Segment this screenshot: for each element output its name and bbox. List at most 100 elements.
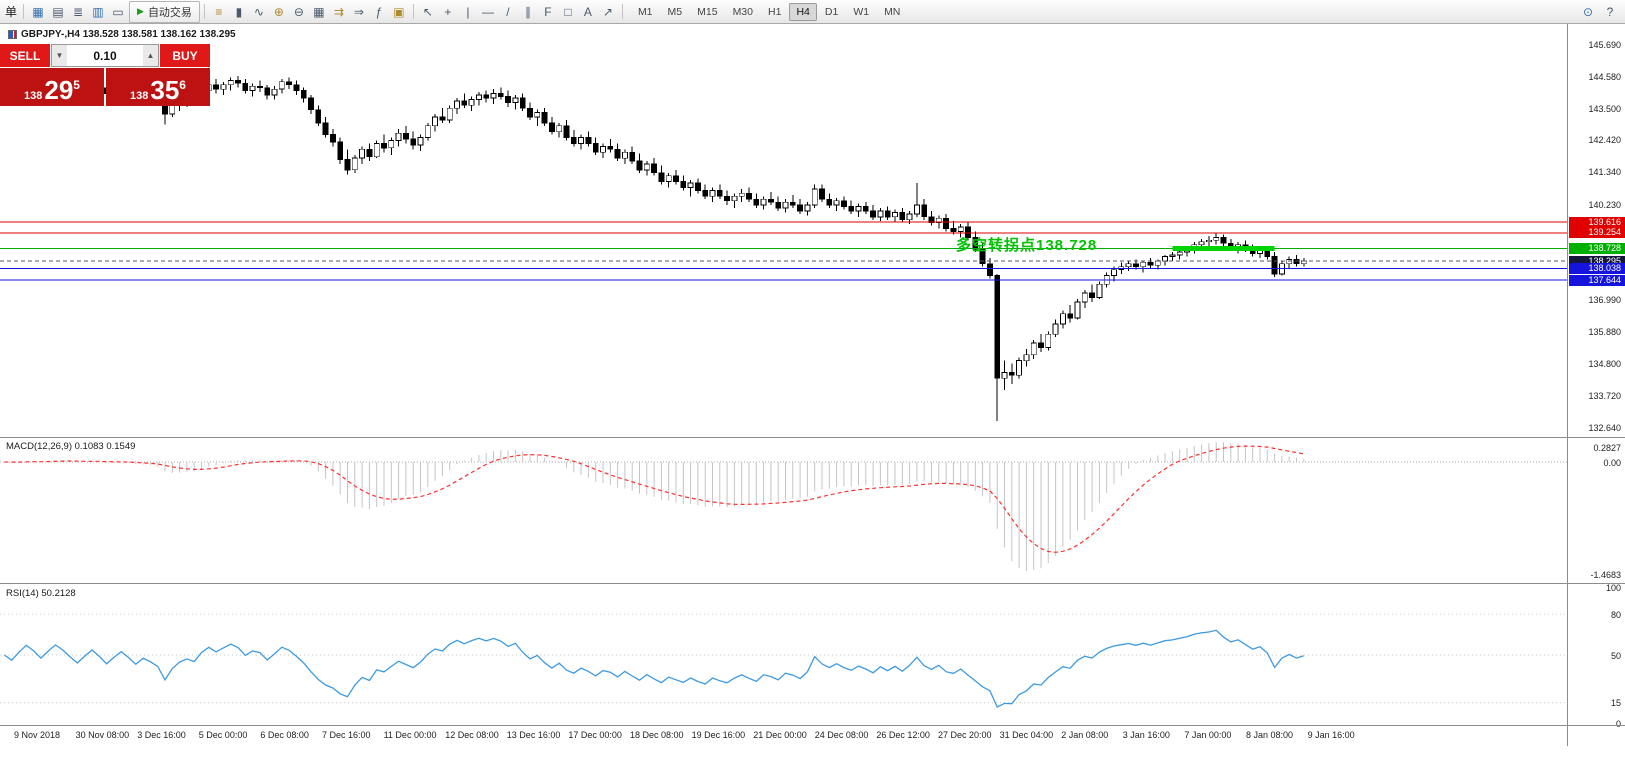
price-level-label: 137.644: [1569, 274, 1625, 286]
timeframe-m5[interactable]: M5: [667, 5, 683, 18]
time-axis-label: 26 Dec 12:00: [876, 730, 930, 740]
price-axis[interactable]: 145.690 144.580 143.500 142.420 141.340 140.2…: [1567, 24, 1625, 746]
timeframe-h1[interactable]: H1: [768, 5, 782, 18]
zoom-in-icon[interactable]: ⊕: [273, 4, 284, 19]
chart-ohlc-info: GBPJPY-,H4 138.528 138.581 138.162 138.2…: [8, 29, 236, 40]
price-tick: 140.230: [1588, 199, 1621, 210]
channel-icon[interactable]: ∥: [524, 4, 531, 19]
volume-increase-button[interactable]: ▲: [143, 45, 158, 66]
toolbar: 单 ▦ ▤ ≣ ▥ ▭ ▶ 自动交易 ≡ ▮ ∿ ⊕ ⊖ ▦ ⇉ ⇒ ƒ ▣ ↖ + | — / ∥ F □ A ↗ M1 M…: [0, 0, 1625, 24]
timeframe-m30[interactable]: M30: [732, 5, 753, 18]
volume-control: ▼ 0.10 ▲: [51, 44, 159, 67]
auto-scroll-icon[interactable]: ⇉: [333, 4, 344, 19]
time-axis-label: 9 Nov 2018: [14, 730, 61, 740]
autotrade-button[interactable]: ▶ 自动交易: [129, 0, 200, 23]
new-order-button[interactable]: 单: [5, 5, 18, 19]
timeframe-group: M1 M5 M15 M30 H1 H4 D1 W1 MN: [631, 2, 907, 21]
text-icon[interactable]: A: [583, 4, 592, 19]
arrow-icon[interactable]: ↗: [602, 4, 613, 19]
timeframe-mn[interactable]: MN: [884, 5, 901, 18]
zoom-out-icon[interactable]: ⊖: [293, 4, 304, 19]
search-icon[interactable]: ⊙: [1582, 4, 1594, 19]
panel-splitter[interactable]: [0, 583, 1625, 584]
time-axis[interactable]: 9 Nov 2018 30 Nov 08:00 3 Dec 16:00 5 Dec 0…: [0, 726, 1567, 746]
chart-window-icon[interactable]: ▦: [32, 4, 44, 19]
price-chart-canvas[interactable]: [0, 24, 1567, 437]
price-tick: 143.500: [1588, 103, 1621, 114]
buy-price-button[interactable]: 138 35 6: [106, 68, 210, 106]
price-tick: 144.580: [1588, 72, 1621, 82]
time-axis-label: 21 Dec 00:00: [753, 730, 807, 740]
price-level-label: 139.616: [1569, 216, 1625, 228]
macd-axis-label: 0.2827: [1593, 442, 1621, 453]
rsi-axis-label: 15: [1610, 698, 1621, 709]
macd-canvas[interactable]: [0, 438, 1567, 583]
sell-price-button[interactable]: 138 29 5: [0, 68, 104, 106]
chart-symbol-icon: [8, 30, 17, 39]
sell-button[interactable]: SELL: [0, 44, 50, 67]
autotrade-label: 自动交易: [147, 6, 192, 19]
time-axis-label: 18 Dec 08:00: [630, 730, 684, 740]
price-tick: 134.800: [1588, 359, 1621, 370]
buy-price-pip: 6: [179, 78, 186, 92]
price-tick: 132.640: [1588, 422, 1621, 433]
macd-axis-label: 0.00: [1603, 457, 1621, 468]
rsi-canvas[interactable]: [0, 584, 1567, 725]
cursor-icon[interactable]: ↖: [422, 4, 433, 19]
timeframe-d1[interactable]: D1: [824, 5, 839, 18]
help-icon[interactable]: ?: [1606, 4, 1614, 19]
volume-input[interactable]: 0.10: [93, 48, 117, 63]
buy-button[interactable]: BUY: [160, 44, 210, 67]
indicators-icon[interactable]: ƒ: [375, 4, 383, 19]
candlestick-icon[interactable]: ▮: [235, 4, 243, 19]
line-chart-icon[interactable]: ∿: [253, 4, 264, 19]
chart-shift-icon[interactable]: ⇒: [353, 4, 364, 19]
time-axis-label: 7 Jan 00:00: [1184, 730, 1232, 740]
fibonacci-icon[interactable]: F: [544, 4, 552, 19]
panel-splitter[interactable]: [0, 437, 1625, 438]
toolbar-separator: [621, 4, 623, 19]
price-tick: 135.880: [1588, 327, 1621, 338]
timeframe-w1[interactable]: W1: [853, 5, 870, 18]
sell-price-prefix: 138: [24, 90, 43, 102]
time-axis-label: 5 Dec 00:00: [198, 730, 248, 740]
bar-chart-icon[interactable]: ≡: [215, 4, 223, 19]
rsi-axis-label: 100: [1605, 582, 1621, 593]
timeframe-m1[interactable]: M1: [637, 5, 653, 18]
time-axis-label: 2 Jan 08:00: [1061, 730, 1109, 740]
volume-decrease-button[interactable]: ▼: [52, 45, 67, 66]
play-icon: ▶: [137, 6, 144, 16]
time-axis-label: 12 Dec 08:00: [445, 730, 499, 740]
time-axis-label: 9 Jan 16:00: [1307, 730, 1355, 740]
crosshair-icon[interactable]: +: [444, 4, 452, 19]
horizontal-line-icon[interactable]: —: [481, 4, 494, 19]
panel-splitter: [0, 725, 1625, 726]
terminal-icon[interactable]: ▭: [112, 4, 124, 19]
time-axis-label: 7 Dec 16:00: [322, 730, 371, 740]
price-level-label: 138.728: [1569, 242, 1625, 254]
pivot-annotation: 多空转拐点138.728: [956, 237, 1098, 254]
shapes-icon[interactable]: □: [564, 4, 572, 19]
timeframe-m15[interactable]: M15: [697, 5, 718, 18]
rsi-label: RSI(14) 50.2128: [6, 588, 76, 599]
time-axis-label: 6 Dec 08:00: [260, 730, 309, 740]
time-axis-label: 30 Nov 08:00: [75, 730, 130, 740]
time-axis-label: 8 Jan 08:00: [1246, 730, 1294, 740]
toolbar-separator: [412, 4, 414, 19]
navigator-icon[interactable]: ▥: [92, 4, 104, 19]
trendline-icon[interactable]: /: [506, 4, 510, 19]
time-axis-label: 24 Dec 08:00: [814, 730, 869, 740]
market-watch-icon[interactable]: ≣: [72, 4, 84, 19]
time-axis-label: 11 Dec 00:00: [383, 730, 437, 740]
rsi-axis-label: 50: [1610, 650, 1621, 661]
templates-icon[interactable]: ▣: [393, 4, 405, 19]
tile-windows-icon[interactable]: ▦: [313, 4, 325, 19]
timeframe-h4[interactable]: H4: [789, 2, 817, 21]
toolbar-separator: [203, 4, 205, 19]
price-tick: 142.420: [1588, 135, 1621, 146]
price-tick: 141.340: [1588, 167, 1621, 178]
vertical-line-icon[interactable]: |: [466, 4, 470, 19]
time-axis-label: 3 Dec 16:00: [137, 730, 186, 740]
profiles-icon[interactable]: ▤: [52, 4, 64, 19]
